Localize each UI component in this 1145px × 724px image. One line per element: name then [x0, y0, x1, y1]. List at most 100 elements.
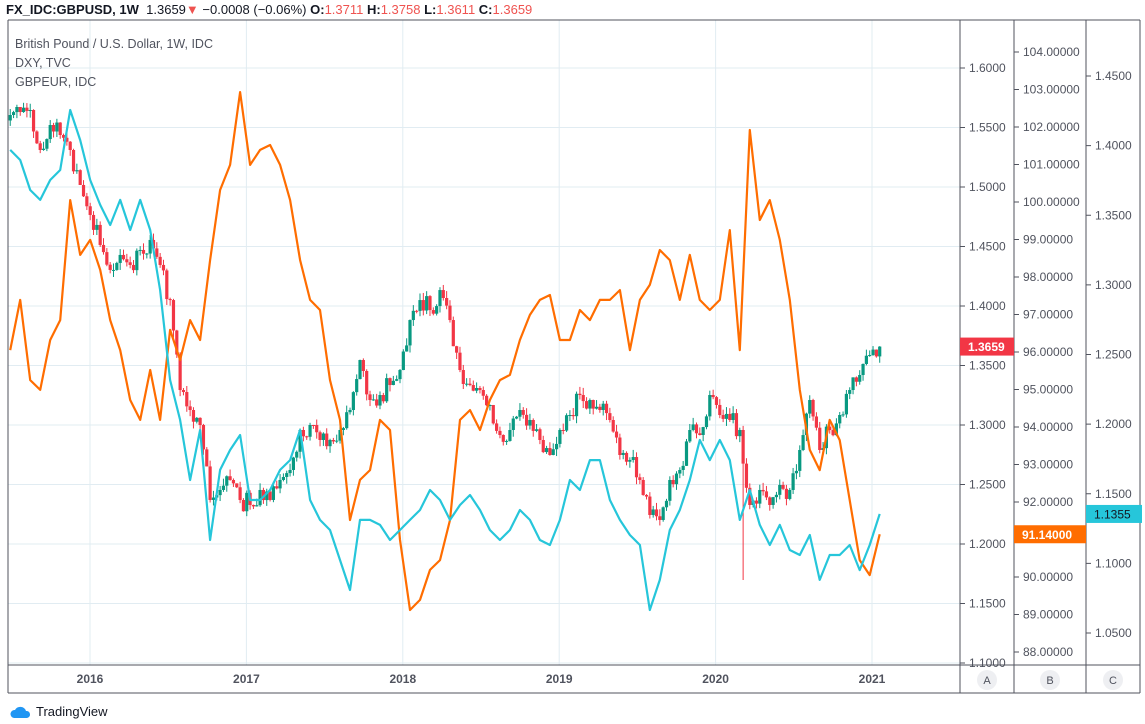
axis-a-tick-label: 1.3000 [969, 418, 1006, 432]
candle-body [718, 404, 722, 416]
candle-body [784, 488, 789, 499]
dxy-line[interactable] [9, 90, 881, 612]
axis-c-tick-label: 1.4000 [1095, 139, 1132, 153]
candle-body [315, 425, 319, 433]
candle-body [651, 509, 655, 515]
candle-body [654, 509, 659, 517]
candle-body [245, 492, 249, 512]
candle-body [678, 469, 682, 474]
candle-body [438, 290, 442, 307]
gbpeur-line[interactable] [9, 108, 881, 612]
candle-body [58, 122, 62, 135]
candle-body [61, 134, 66, 138]
candle-body [325, 433, 329, 447]
candle-body [631, 457, 635, 460]
axis-b-button[interactable] [1040, 670, 1060, 690]
candle-body [451, 320, 455, 347]
candle-body [721, 415, 725, 419]
legend-dxy[interactable]: DXY, TVC [15, 56, 71, 70]
candle-body [498, 430, 502, 435]
candle-body [178, 354, 182, 391]
candle-body [341, 428, 345, 430]
candle-body [475, 387, 479, 391]
tradingview-logo[interactable]: TradingView [10, 704, 108, 719]
candle-body [418, 300, 422, 311]
candle-body [291, 457, 295, 470]
candle-body [441, 290, 445, 299]
candle-body [128, 262, 132, 265]
candle-body [641, 479, 645, 495]
axis-a-button[interactable] [977, 670, 997, 690]
time-tick-label: 2019 [546, 672, 573, 686]
candle-body [868, 355, 872, 357]
candle-body [35, 131, 39, 144]
candle-body [255, 505, 259, 507]
candle-body [378, 395, 382, 406]
candle-body [71, 149, 76, 172]
candle-body [68, 141, 72, 150]
candle-body [691, 424, 695, 430]
candle-body [854, 377, 858, 382]
candle-body [505, 440, 509, 442]
candle-body [624, 452, 629, 462]
candle-body [528, 420, 532, 426]
axis-b-tick-label: 93.00000 [1023, 458, 1073, 472]
candle-body [634, 457, 639, 478]
axis-c-tick-label: 1.3000 [1095, 278, 1132, 292]
axis-b-tick-label: 102.00000 [1023, 120, 1080, 134]
candle-body [95, 224, 99, 230]
axis-c-button[interactable] [1103, 670, 1123, 690]
candle-body [774, 494, 779, 498]
price-axes[interactable]: 1.6000 1.5500 1.5000 1.4500 1.4000 1.3500 1.30… [960, 45, 1142, 670]
candle-body [145, 253, 149, 255]
candle-body [415, 310, 419, 312]
candle-body [228, 476, 232, 480]
candle-body [455, 346, 459, 353]
candle-body [534, 429, 539, 431]
symbol-name[interactable]: FX_IDC:GBPUSD, 1W [6, 2, 139, 17]
candle-body [288, 469, 292, 474]
candle-body [435, 306, 439, 314]
candle-body [764, 491, 769, 498]
candle-body [18, 106, 22, 113]
candle-body [731, 413, 735, 421]
candle-body [135, 250, 139, 271]
high-label: H: [366, 2, 381, 17]
candle-body [574, 393, 579, 417]
candle-body [848, 390, 852, 394]
legend-gbpusd[interactable]: British Pound / U.S. Dollar, 1W, IDC [15, 37, 213, 51]
candle-body [874, 349, 878, 357]
candle-body [238, 487, 242, 500]
candle-body [371, 399, 375, 401]
candle-body [331, 439, 335, 442]
axis-a-tick-label: 1.2000 [969, 537, 1006, 551]
low-value: 1.3611 [436, 2, 476, 17]
legend-gbpeur[interactable]: GBPEUR, IDC [15, 75, 97, 89]
candle-body [158, 256, 162, 265]
time-tick-label: 2017 [233, 672, 260, 686]
candle-body [311, 425, 315, 426]
candle-body [225, 476, 229, 486]
candle-body [551, 449, 555, 455]
candle-body [518, 410, 522, 417]
candle-body [571, 415, 575, 417]
candle-body [235, 483, 239, 488]
last-value-badge [960, 337, 1014, 356]
candle-body [788, 489, 792, 499]
candle-body [261, 489, 266, 501]
candle-body [401, 351, 405, 371]
time-axis[interactable]: 2016 2017 2018 2019 2020 2021 A B C [77, 670, 1123, 690]
gbpusd-candles[interactable] [2, 102, 882, 581]
candle-body [541, 439, 545, 453]
candle-body [201, 425, 206, 450]
high-value: 1.3758 [380, 2, 421, 17]
axis-b-tick-label: 88.00000 [1023, 645, 1073, 659]
time-tick-label: 2018 [389, 672, 416, 686]
candle-body [878, 346, 882, 357]
candle-body [125, 259, 129, 263]
candle-body [398, 370, 402, 380]
candle-body [91, 214, 96, 230]
candle-body [701, 427, 705, 435]
candle-body [614, 431, 619, 438]
